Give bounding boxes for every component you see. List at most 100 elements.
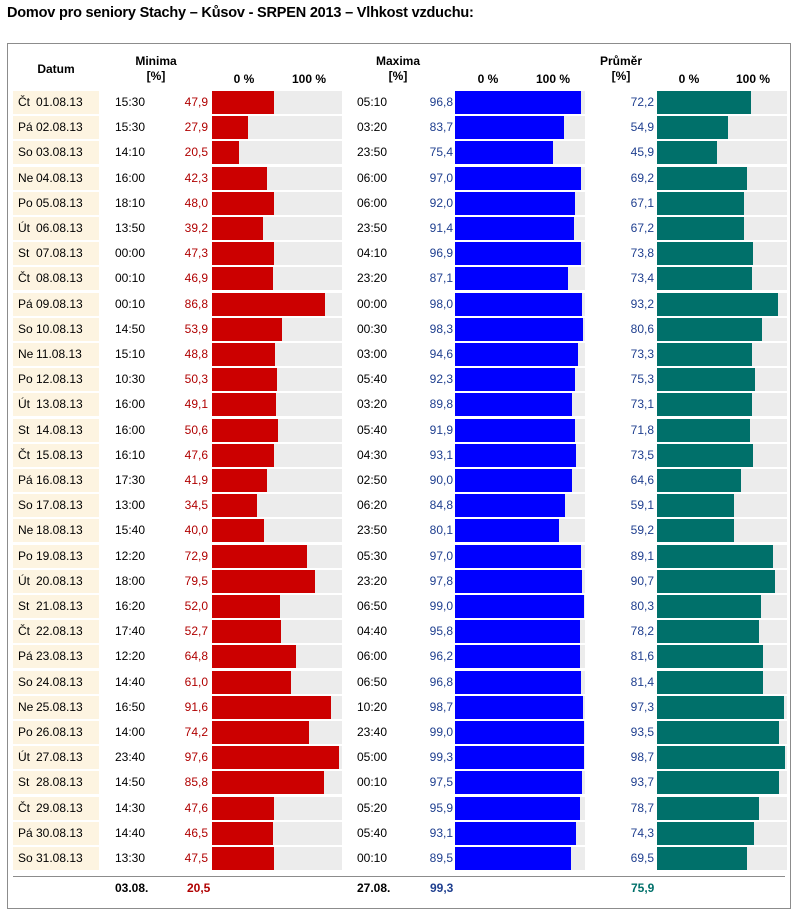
max-bar-track: [455, 443, 585, 467]
max-bar-track: [455, 116, 585, 140]
date-cell: Ne 18.08.13: [13, 519, 99, 543]
min-time: 16:00: [115, 422, 146, 437]
date-value: 29.08.13: [36, 800, 83, 815]
min-bar-track: [212, 267, 342, 291]
max-bar: [455, 91, 581, 114]
max-bar: [455, 569, 583, 593]
avg-bar-track: [657, 746, 787, 770]
max-time: 03:00: [357, 347, 388, 361]
max-value: 89,8: [429, 397, 453, 412]
avg-value: 54,9: [630, 120, 654, 135]
min-bar: [212, 368, 278, 392]
date-cell: So 31.08.13: [13, 847, 99, 870]
max-bar-track: [455, 267, 585, 291]
min-bar: [212, 443, 274, 467]
avg-value: 59,2: [630, 523, 654, 538]
max-value: 98,7: [429, 699, 453, 714]
min-bar-track: [212, 821, 342, 845]
avg-value: 73,3: [630, 347, 654, 361]
min-value: 47,3: [184, 246, 208, 261]
min-bar-track: [212, 469, 342, 492]
date-cell: Ne 25.08.13: [13, 695, 99, 719]
max-bar-track: [455, 595, 585, 618]
page-title: Domov pro seniory Stachy – Kůsov - SRPEN…: [7, 5, 474, 21]
min-time: 16:10: [115, 447, 146, 462]
max-bar: [455, 443, 576, 467]
avg-bar-track: [657, 569, 787, 593]
max-value: 90,0: [429, 473, 453, 487]
date-cell: Pá 02.08.13: [13, 116, 99, 140]
date-cell: Út 20.08.13: [13, 569, 99, 593]
max-time: 05:40: [357, 422, 388, 437]
max-bar: [455, 166, 582, 190]
day-name: Pá: [18, 649, 33, 664]
max-time: 23:50: [357, 523, 388, 538]
min-time: 13:30: [115, 851, 146, 865]
day-name: Po: [18, 548, 33, 563]
min-bar-track: [212, 343, 342, 366]
avg-bar-track: [657, 267, 787, 291]
max-bar: [455, 469, 572, 492]
table-frame: [7, 43, 791, 909]
table-row: St 14.08.13 16:00 50,6 05:40 91,9 71,8: [0, 418, 800, 444]
max-bar: [455, 141, 553, 165]
min-value: 52,0: [184, 599, 208, 613]
max-value: 92,3: [429, 372, 453, 387]
avg-value: 93,5: [630, 725, 654, 739]
date-value: 07.08.13: [36, 246, 83, 261]
avg-bar: [657, 847, 748, 870]
max-time: 06:00: [357, 195, 388, 210]
date-value: 02.08.13: [36, 120, 83, 135]
table-row: Pá 16.08.13 17:30 41,9 02:50 90,0 64,6: [0, 469, 800, 494]
date-value: 04.08.13: [36, 170, 83, 185]
min-value: 50,6: [184, 422, 208, 437]
max-value: 98,0: [429, 296, 453, 311]
avg-value: 67,1: [630, 195, 654, 210]
max-time: 06:50: [357, 599, 388, 613]
date-cell: Pá 30.08.13: [13, 821, 99, 845]
date-cell: Pá 23.08.13: [13, 645, 99, 669]
max-bar-track: [455, 721, 585, 744]
max-bar: [455, 620, 580, 644]
min-bar: [212, 317, 283, 341]
avg-value: 97,3: [630, 699, 654, 714]
max-value: 92,0: [429, 195, 453, 210]
max-time: 03:20: [357, 120, 388, 135]
avg-bar: [657, 645, 764, 669]
date-cell: St 21.08.13: [13, 595, 99, 618]
min-bar: [212, 670, 292, 694]
max-value: 98,3: [429, 321, 453, 336]
day-name: So: [18, 321, 33, 336]
max-bar: [455, 267, 569, 291]
min-value: 50,3: [184, 372, 208, 387]
avg-value: 81,6: [630, 649, 654, 664]
max-time: 06:00: [357, 170, 388, 185]
min-value: 97,6: [184, 750, 208, 765]
max-bar: [455, 544, 582, 568]
min-bar-track: [212, 796, 342, 820]
min-time: 16:20: [115, 599, 146, 613]
max-bar-track: [455, 519, 585, 543]
min-bar-track: [212, 595, 342, 618]
avg-bar: [657, 91, 751, 114]
table-row: Út 06.08.13 13:50 39,2 23:50 91,4 67,2: [0, 217, 800, 242]
min-bar-track: [212, 645, 342, 669]
max-bar-track: [455, 469, 585, 492]
max-value: 96,8: [429, 674, 453, 689]
table-row: Ne 04.08.13 16:00 42,3 06:00 97,0 69,2: [0, 166, 800, 192]
max-value: 75,4: [429, 145, 453, 160]
min-bar-track: [212, 418, 342, 442]
summary-max-value: 99,3: [430, 881, 454, 895]
min-bar-track: [212, 317, 342, 341]
max-value: 84,8: [429, 498, 453, 513]
avg-bar: [657, 343, 753, 366]
day-name: Pá: [18, 120, 33, 135]
table-row: So 24.08.13 14:40 61,0 06:50 96,8 81,4: [0, 670, 800, 696]
avg-bar-track: [657, 494, 787, 518]
date-value: 06.08.13: [36, 221, 83, 235]
table-row: Po 05.08.13 18:10 48,0 06:00 92,0 67,1: [0, 191, 800, 217]
min-bar: [212, 217, 263, 240]
max-time: 05:00: [357, 750, 388, 765]
day-name: St: [18, 422, 30, 437]
max-bar-track: [455, 317, 585, 341]
